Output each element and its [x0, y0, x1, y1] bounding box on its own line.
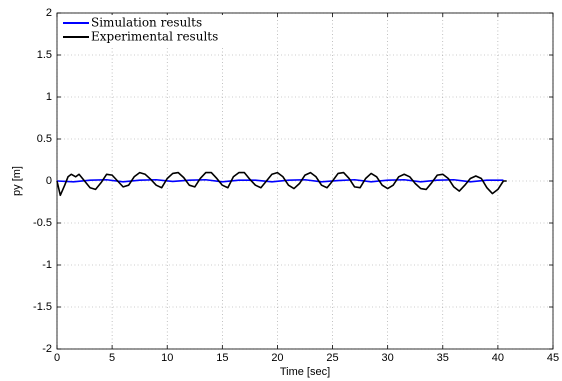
legend-label: Simulation results [91, 16, 202, 30]
y-tick-label: 1.5 [37, 49, 52, 61]
y-tick-label: 0.5 [37, 133, 52, 145]
y-tick-label: -0.5 [33, 217, 52, 229]
legend-label: Experimental results [91, 30, 218, 44]
data-line [56, 171, 507, 197]
x-tick-label: 20 [271, 352, 283, 364]
x-tick-label: 45 [547, 352, 559, 364]
y-tick-label: 2 [46, 7, 52, 19]
y-tick-label: 0 [46, 175, 52, 187]
x-tick-label: 30 [382, 352, 394, 364]
x-tick-label: 0 [54, 352, 60, 364]
x-tick-label: 25 [326, 352, 338, 364]
x-tick-label: 15 [216, 352, 228, 364]
y-tick-label: -1.5 [33, 301, 52, 313]
x-tick-label: 5 [109, 352, 115, 364]
x-tick-label: 35 [437, 352, 449, 364]
y-axis-label: py [m] [11, 166, 23, 196]
legend-box [59, 15, 271, 47]
x-tick-label: 40 [492, 352, 504, 364]
x-tick-label: 10 [161, 352, 173, 364]
y-tick-label: -2 [42, 343, 52, 355]
y-tick-label: 1 [46, 91, 52, 103]
y-tick-label: -1 [42, 259, 52, 271]
x-axis-label: Time [sec] [280, 366, 330, 378]
